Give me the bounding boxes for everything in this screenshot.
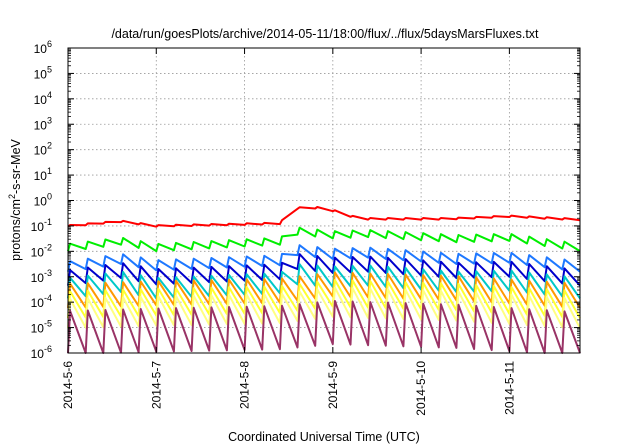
y-tick-label: 104	[34, 90, 52, 107]
y-tick-exp: 6	[47, 39, 52, 49]
y-tick-label: 10-5	[31, 319, 52, 336]
y-tick-base: 10	[34, 144, 48, 158]
series-line-2	[67, 244, 581, 273]
y-tick-exp: -4	[44, 293, 52, 303]
x-tick-label: 2014-5-8	[238, 361, 252, 409]
y-tick-label: 102	[34, 141, 52, 158]
y-tick-exp: -2	[44, 242, 52, 252]
x-tick-label: 2014-5-9	[326, 361, 340, 409]
y-tick-base: 10	[34, 118, 48, 132]
y-tick-base: 10	[31, 271, 45, 285]
x-tick-label: 2014-5-11	[502, 361, 516, 415]
y-tick-base: 10	[31, 245, 45, 259]
y-tick-label: 100	[34, 192, 52, 209]
grid	[68, 48, 580, 353]
y-tick-exp: 0	[47, 192, 52, 202]
y-tick-exp: 5	[47, 64, 52, 74]
y-tick-exp: -1	[44, 217, 52, 227]
y-tick-label: 106	[34, 39, 52, 56]
y-tick-exp: 4	[47, 90, 52, 100]
x-tick-label: 2014-5-10	[414, 361, 428, 416]
series-line-7	[67, 286, 581, 329]
y-tick-exp: 3	[47, 115, 52, 125]
y-axis-label: protons/cm2-s-sr-MeV	[7, 138, 23, 260]
y-tick-base: 10	[34, 67, 48, 81]
y-axis-label-prefix: protons/cm	[9, 199, 23, 261]
y-tick-base: 10	[31, 296, 45, 310]
y-tick-base: 10	[31, 322, 45, 336]
y-axis-label-sup: 2	[7, 194, 17, 199]
y-tick-label: 105	[34, 64, 52, 81]
y-tick-label: 10-1	[31, 217, 52, 234]
series-group	[67, 206, 581, 354]
x-axis-ticks: 2014-5-6 2014-5-7 2014-5-8 2014-5-9 2014-5-1…	[61, 48, 516, 416]
y-tick-exp: 1	[47, 166, 52, 176]
x-tick-label: 2014-5-7	[149, 361, 163, 409]
y-tick-base: 10	[34, 42, 48, 56]
y-tick-base: 10	[31, 220, 45, 234]
series-line-0	[67, 206, 581, 228]
y-tick-base: 10	[34, 93, 48, 107]
y-tick-base: 10	[34, 195, 48, 209]
y-axis-ticks: 10-610-510-410-310-210-11001011021031041…	[31, 39, 580, 361]
y-tick-label: 10-3	[31, 268, 52, 285]
y-tick-exp: 2	[47, 141, 52, 151]
y-tick-base: 10	[31, 347, 45, 361]
y-tick-base: 10	[34, 169, 48, 183]
x-tick-label: 2014-5-6	[61, 361, 75, 409]
y-tick-exp: -5	[44, 319, 52, 329]
y-tick-label: 101	[34, 166, 52, 183]
series-line-1	[67, 226, 581, 253]
y-tick-exp: -6	[44, 344, 52, 354]
y-tick-label: 10-4	[31, 293, 52, 310]
y-tick-label: 10-6	[31, 344, 52, 361]
y-tick-exp: -3	[44, 268, 52, 278]
y-tick-label: 103	[34, 115, 52, 132]
y-tick-label: 10-2	[31, 242, 52, 259]
y-axis-label-suffix: -s-sr-MeV	[9, 138, 23, 194]
x-axis-label: Coordinated Universal Time (UTC)	[228, 430, 420, 444]
chart-title: /data/run/goesPlots/archive/2014-05-11/1…	[111, 27, 539, 41]
series-line-3	[67, 253, 581, 287]
series-line-8	[67, 300, 581, 354]
